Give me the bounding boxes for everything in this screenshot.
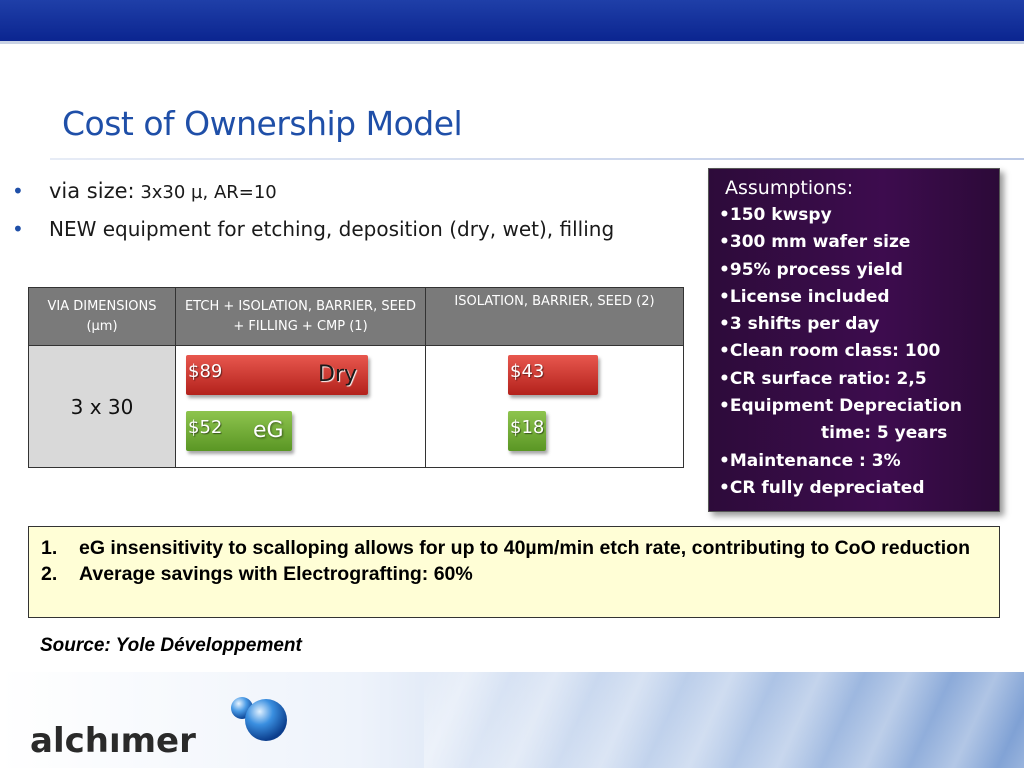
assumption-item: •3 shifts per day: [719, 314, 880, 335]
bar-value-label: $18: [510, 417, 545, 438]
slide-title: Cost of Ownership Model: [62, 104, 463, 143]
bar-dry: $43: [508, 355, 598, 395]
bar-category-label: Dry: [318, 362, 358, 387]
bullet-text: NEW equipment for etching, deposition (d…: [49, 217, 615, 241]
header-isolation-process: ISOLATION, BARRIER, SEED (2): [425, 287, 684, 346]
title-rule: [50, 158, 1024, 160]
isolation-bars-cell: $43 $18: [425, 345, 684, 468]
bar-dry: $89 Dry: [186, 355, 368, 395]
bullet-dot-icon: •: [12, 179, 24, 203]
assumptions-box: Assumptions: •150 kwspy •300 mm wafer si…: [708, 168, 1000, 512]
bullet-equipment: • NEW equipment for etching, deposition …: [10, 216, 614, 254]
bar-category-label: eG: [253, 418, 284, 443]
note-text: Average savings with Electrografting: 60…: [79, 563, 473, 585]
source-citation: Source: Yole Développement: [40, 635, 302, 656]
bar-eg: $18: [508, 411, 546, 451]
etch-bars-cell: $89 Dry $52 eG: [175, 345, 426, 468]
bar-value-label: $89: [188, 361, 223, 382]
header-etch-process: ETCH + ISOLATION, BARRIER, SEED + FILLIN…: [175, 287, 426, 346]
bar-value-label: $52: [188, 417, 223, 438]
assumptions-heading: Assumptions:: [725, 177, 854, 199]
bullet-rest: 3x30 µ, AR=10: [134, 182, 277, 203]
bullet-via-size: • via size: 3x30 µ, AR=10: [10, 178, 614, 216]
note-number: 1.: [41, 537, 58, 559]
cost-table: VIA DIMENSIONS (µm) ETCH + ISOLATION, BA…: [28, 287, 684, 468]
assumption-item: •95% process yield: [719, 259, 903, 280]
assumption-item: •Maintenance : 3%: [719, 450, 901, 471]
assumption-item: time: 5 years: [821, 423, 948, 444]
top-band: [0, 0, 1024, 44]
notes-box: 1. eG insensitivity to scalloping allows …: [28, 526, 1000, 618]
header-via-dimensions: VIA DIMENSIONS (µm): [28, 287, 176, 346]
bar-eg: $52 eG: [186, 411, 293, 451]
assumption-item: •Equipment Depreciation: [719, 396, 962, 417]
logo-text: alchımer: [30, 721, 196, 760]
assumption-item: •Clean room class: 100: [719, 341, 941, 362]
note-item: 2. Average savings with Electrografting: …: [41, 561, 987, 587]
assumption-item: •License included: [719, 286, 890, 307]
note-item: 1. eG insensitivity to scalloping allows …: [41, 535, 987, 561]
alchimer-logo: alchımer: [30, 697, 287, 760]
assumption-item: •CR surface ratio: 2,5: [719, 368, 927, 389]
bar-value-label: $43: [510, 361, 545, 382]
note-text: eG insensitivity to scalloping allows fo…: [79, 537, 970, 559]
bullet-dot-icon: •: [12, 217, 24, 241]
assumption-item: •150 kwspy: [719, 205, 832, 225]
note-number: 2.: [41, 563, 58, 585]
assumption-item: •300 mm wafer size: [719, 232, 911, 253]
bottom-band: [0, 672, 1024, 768]
bullet-lead: via size:: [49, 179, 135, 203]
assumption-item: •CR fully depreciated: [719, 477, 925, 498]
bullet-list: • via size: 3x30 µ, AR=10 • NEW equipmen…: [10, 178, 614, 254]
row-label-dimension: 3 x 30: [28, 345, 176, 468]
